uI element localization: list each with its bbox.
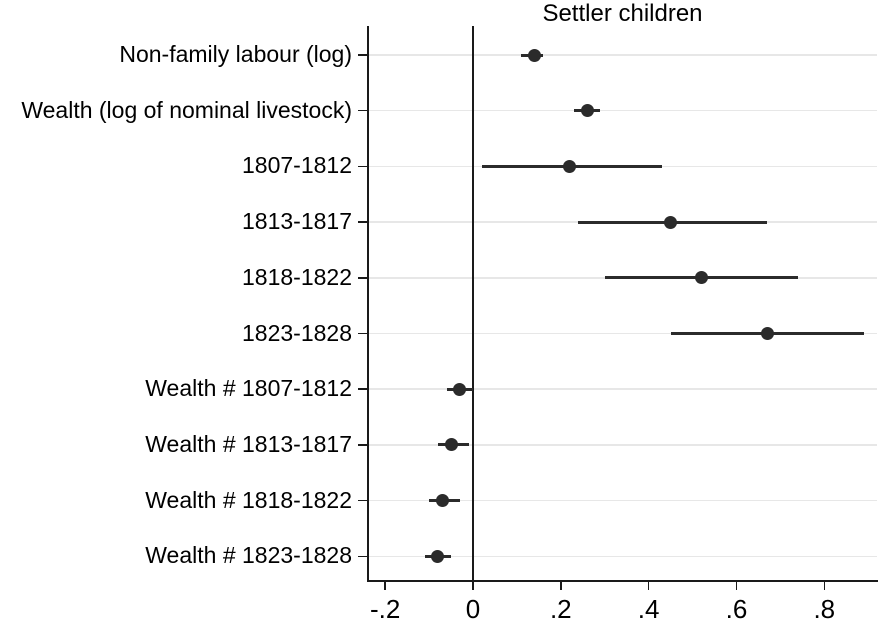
chart-title: Settler children — [542, 0, 703, 27]
y-axis-tick — [358, 165, 368, 168]
gridline — [369, 54, 877, 56]
point-estimate-marker — [431, 549, 445, 563]
x-axis-tick-label: .2 — [549, 594, 572, 624]
gridline — [369, 388, 877, 390]
y-axis-tick — [358, 277, 368, 279]
y-axis-category-label: Wealth (log of nominal livestock) — [21, 96, 352, 123]
y-axis-tick — [358, 499, 368, 502]
point-estimate-marker — [580, 104, 594, 118]
zero-reference-line — [471, 26, 475, 580]
y-axis-category-label: Wealth # 1823-1828 — [145, 542, 352, 569]
x-axis-tick-label: .6 — [725, 594, 748, 624]
y-axis-category-label: Non-family labour (log) — [119, 41, 352, 67]
y-axis-tick — [358, 221, 368, 223]
x-axis-tick-label: .8 — [813, 594, 836, 624]
x-axis-tick-label: -.2 — [369, 594, 401, 624]
y-axis-tick — [358, 555, 368, 558]
x-axis-tick — [735, 582, 738, 590]
x-axis-tick — [472, 582, 474, 590]
gridline — [369, 499, 877, 502]
x-axis-tick — [384, 582, 386, 590]
x-axis-line — [367, 580, 878, 582]
point-estimate-marker — [760, 327, 774, 340]
y-axis-category-label: 1818-1822 — [242, 263, 352, 290]
x-axis-tick — [560, 582, 562, 590]
y-axis-line — [367, 26, 369, 580]
x-axis-tick — [647, 582, 650, 590]
point-estimate-marker — [453, 382, 467, 396]
gridline — [369, 444, 877, 446]
x-axis-tick — [823, 582, 826, 590]
y-axis-tick — [358, 332, 368, 335]
point-estimate-marker — [435, 494, 449, 508]
y-axis-tick — [358, 388, 368, 390]
gridline — [369, 109, 877, 112]
y-axis-category-label: Wealth # 1807-1812 — [145, 375, 352, 402]
x-axis-tick-label: .4 — [637, 594, 660, 624]
point-estimate-marker — [694, 271, 708, 285]
gridline — [369, 332, 877, 335]
y-axis-tick — [358, 444, 368, 446]
y-axis-category-label: 1823-1828 — [242, 319, 352, 346]
y-axis-category-label: Wealth # 1818-1822 — [145, 486, 352, 513]
y-axis-tick — [358, 54, 368, 56]
point-estimate-marker — [444, 438, 458, 452]
gridline — [369, 555, 877, 558]
point-estimate-marker — [664, 215, 678, 229]
point-estimate-marker — [563, 159, 577, 173]
y-axis-category-label: 1807-1812 — [242, 152, 352, 179]
y-axis-category-label: 1813-1817 — [242, 208, 352, 235]
y-axis-category-label: Wealth # 1813-1817 — [145, 430, 352, 457]
point-estimate-marker — [527, 48, 541, 62]
x-axis-tick-label: 0 — [465, 594, 481, 624]
y-axis-tick — [358, 109, 368, 112]
